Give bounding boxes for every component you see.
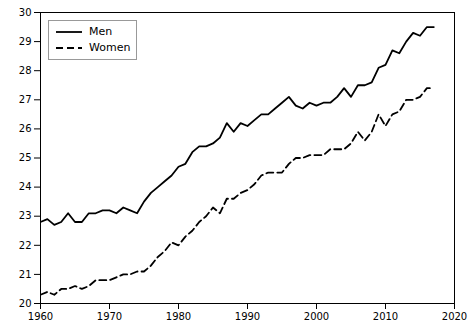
svg-text:1970: 1970 xyxy=(97,311,122,322)
svg-text:29: 29 xyxy=(19,36,32,47)
svg-text:26: 26 xyxy=(19,123,32,134)
svg-text:21: 21 xyxy=(19,269,32,280)
svg-text:20: 20 xyxy=(19,298,32,309)
svg-text:1990: 1990 xyxy=(235,311,260,322)
svg-text:30: 30 xyxy=(19,7,32,18)
svg-text:23: 23 xyxy=(19,210,32,221)
svg-text:24: 24 xyxy=(19,181,32,192)
svg-text:25: 25 xyxy=(19,152,32,163)
svg-text:2020: 2020 xyxy=(442,311,467,322)
svg-text:27: 27 xyxy=(19,94,32,105)
svg-text:1980: 1980 xyxy=(166,311,191,322)
svg-text:1960: 1960 xyxy=(28,311,53,322)
svg-text:22: 22 xyxy=(19,240,32,251)
svg-text:2000: 2000 xyxy=(304,311,329,322)
svg-text:28: 28 xyxy=(19,65,32,76)
svg-text:2010: 2010 xyxy=(373,311,398,322)
html-text:Men: Men xyxy=(89,25,113,38)
html-text:Women: Women xyxy=(89,41,131,54)
